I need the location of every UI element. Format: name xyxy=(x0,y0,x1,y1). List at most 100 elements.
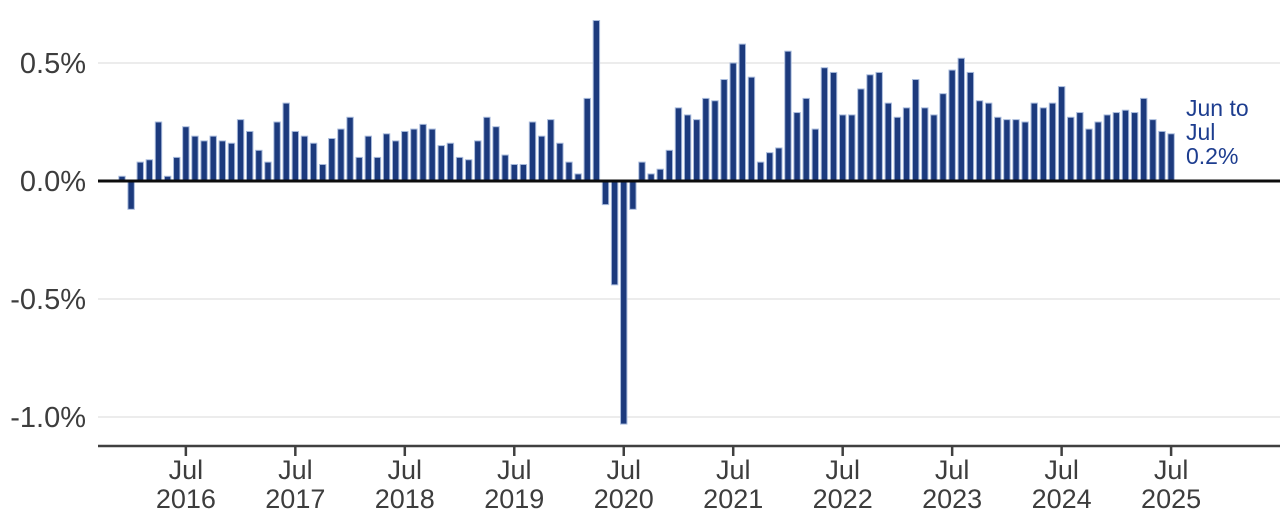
x-tick-label-month: Jul xyxy=(716,455,751,485)
bar-dec-2017 xyxy=(337,128,345,182)
bar-jan-2022 xyxy=(784,50,792,182)
bar-aug-2018 xyxy=(410,128,418,182)
bar-nov-2018 xyxy=(437,145,445,182)
bar-mar-2022 xyxy=(802,97,810,182)
bar-apr-2016 xyxy=(154,121,163,182)
x-tick-label-month: Jul xyxy=(825,455,860,485)
bar-feb-2016 xyxy=(136,161,144,182)
bar-nov-2020 xyxy=(656,168,664,182)
bar-oct-2024 xyxy=(1085,128,1093,182)
bar-sep-2023 xyxy=(966,71,975,182)
bar-jun-2016 xyxy=(173,156,181,182)
bar-sep-2022 xyxy=(857,88,865,182)
bar-mar-2024 xyxy=(1021,121,1029,182)
x-tick-label-month: Jul xyxy=(497,455,532,485)
bar-apr-2018 xyxy=(373,156,382,182)
bar-nov-2022 xyxy=(875,71,883,182)
bar-dec-2023 xyxy=(994,116,1002,182)
bar-mar-2018 xyxy=(364,135,373,182)
bar-aug-2021 xyxy=(738,43,747,182)
x-tick-label-month: Jul xyxy=(606,455,641,485)
bar-sep-2020 xyxy=(638,161,646,182)
y-tick-label: 0.5% xyxy=(20,48,86,80)
latest-change-annotation-line: 0.2% xyxy=(1186,143,1238,169)
bar-may-2021 xyxy=(711,100,719,182)
y-tick-label: -1.0% xyxy=(10,402,86,434)
bar-jun-2021 xyxy=(720,79,728,182)
bar-feb-2022 xyxy=(793,112,801,182)
bar-jan-2021 xyxy=(674,107,683,182)
bar-oct-2019 xyxy=(537,135,546,182)
bar-nov-2021 xyxy=(766,152,774,182)
bar-apr-2024 xyxy=(1030,102,1038,182)
x-tick-label-year: 2019 xyxy=(484,484,544,514)
x-tick-label-year: 2017 xyxy=(265,484,325,514)
bar-nov-2023 xyxy=(984,102,993,182)
bar-jan-2020 xyxy=(565,161,573,182)
bar-jun-2019 xyxy=(501,154,509,182)
bar-feb-2023 xyxy=(902,107,911,182)
bar-may-2022 xyxy=(820,67,829,182)
bar-jul-2022 xyxy=(838,114,847,182)
x-tick-label-month: Jul xyxy=(1044,455,1079,485)
bar-dec-2019 xyxy=(556,142,564,182)
x-tick-label-year: 2021 xyxy=(703,484,763,514)
bar-dec-2021 xyxy=(775,147,783,182)
bar-dec-2024 xyxy=(1103,114,1111,182)
bar-jun-2025 xyxy=(1158,130,1166,182)
bar-oct-2017 xyxy=(319,163,327,182)
x-tick-label-year: 2016 xyxy=(156,484,216,514)
bar-jul-2021 xyxy=(729,62,737,182)
bar-feb-2018 xyxy=(355,156,363,182)
bar-jul-2018 xyxy=(401,130,409,182)
bar-apr-2021 xyxy=(702,97,710,182)
bar-dec-2022 xyxy=(884,102,892,182)
x-tick-label-month: Jul xyxy=(388,455,423,485)
bar-aug-2023 xyxy=(957,57,965,182)
bar-jul-2016 xyxy=(182,126,190,182)
bar-dec-2020 xyxy=(665,149,674,182)
bar-apr-2022 xyxy=(811,128,820,182)
x-tick-label-month: Jul xyxy=(169,455,204,485)
bar-dec-2016 xyxy=(227,142,236,182)
bar-jun-2022 xyxy=(829,71,838,182)
bar-jan-2017 xyxy=(236,119,245,182)
bar-mar-2025 xyxy=(1130,112,1139,182)
x-tick-label-month: Jul xyxy=(278,455,313,485)
bar-may-2025 xyxy=(1149,119,1157,182)
bar-jul-2023 xyxy=(948,69,956,182)
bar-sep-2017 xyxy=(309,142,318,182)
bar-feb-2021 xyxy=(683,114,692,182)
bar-apr-2025 xyxy=(1140,97,1148,182)
bar-nov-2017 xyxy=(328,138,336,182)
bar-may-2024 xyxy=(1039,107,1048,182)
bar-oct-2016 xyxy=(209,135,217,182)
bar-may-2019 xyxy=(492,126,500,182)
bar-mar-2021 xyxy=(693,119,701,182)
bar-feb-2025 xyxy=(1121,109,1130,182)
bar-mar-2017 xyxy=(255,149,263,182)
bar-jan-2019 xyxy=(455,156,464,182)
y-tick-label: -0.5% xyxy=(10,284,86,316)
x-tick-label-year: 2022 xyxy=(813,484,873,514)
bar-jun-2020 xyxy=(610,180,619,286)
bar-may-2023 xyxy=(930,114,938,182)
bar-jul-2025 xyxy=(1167,133,1175,182)
x-tick-label-year: 2018 xyxy=(375,484,435,514)
bar-jul-2019 xyxy=(510,163,518,182)
bar-jun-2023 xyxy=(939,93,947,182)
bar-jul-2024 xyxy=(1057,86,1066,182)
bar-nov-2016 xyxy=(218,140,227,182)
bar-mar-2019 xyxy=(474,140,482,182)
bar-aug-2024 xyxy=(1067,116,1075,182)
bar-apr-2023 xyxy=(921,107,929,182)
bar-aug-2016 xyxy=(191,135,199,182)
bar-jun-2017 xyxy=(282,102,290,182)
bar-sep-2019 xyxy=(528,121,537,182)
x-tick-label-month: Jul xyxy=(1154,455,1189,485)
bar-sep-2016 xyxy=(200,140,208,182)
bar-sep-2021 xyxy=(747,76,756,182)
bar-dec-2018 xyxy=(446,142,455,182)
bar-oct-2018 xyxy=(428,128,436,182)
